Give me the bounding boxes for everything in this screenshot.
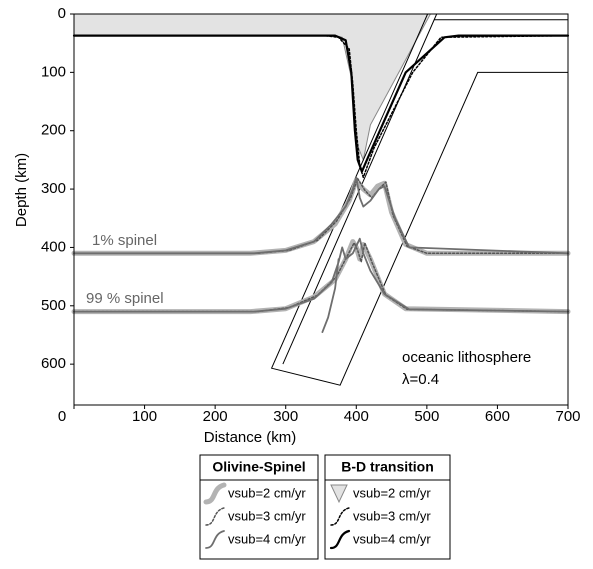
slab-outline <box>270 13 568 386</box>
legend-label: vsub=3 cm/yr <box>228 508 306 523</box>
contour-line <box>73 176 569 333</box>
x-tick-label: 0 <box>58 408 66 425</box>
x-tick-label: 700 <box>555 408 580 425</box>
x-tick-label: 200 <box>203 408 228 425</box>
legend-box <box>199 454 319 560</box>
legend-swatch <box>205 530 225 549</box>
annotation: 99 % spinel <box>86 290 164 307</box>
y-tick-label: 600 <box>41 355 66 372</box>
annotation: λ=0.4 <box>402 371 439 388</box>
legend-label: vsub=2 cm/yr <box>353 485 431 500</box>
legend-title: Olivine-Spinel <box>212 459 305 475</box>
y-tick-label: 100 <box>41 63 66 80</box>
contour-line <box>73 34 569 179</box>
x-tick-label: 600 <box>485 408 510 425</box>
legend-swatch <box>329 529 351 550</box>
legend-label: vsub=2 cm/yr <box>228 485 306 500</box>
legend-title: B-D transition <box>341 459 434 475</box>
y-tick-label: 500 <box>41 297 66 314</box>
legend-box <box>324 454 451 560</box>
x-tick-label: 400 <box>344 408 369 425</box>
x-axis-label: Distance (km) <box>204 429 297 446</box>
y-tick-label: 400 <box>41 238 66 255</box>
x-tick-label: 300 <box>273 408 298 425</box>
plot-frame <box>73 13 569 406</box>
y-tick-label: 300 <box>41 180 66 197</box>
legend-label: vsub=4 cm/yr <box>228 531 306 546</box>
y-axis-label: Depth (km) <box>13 153 30 227</box>
x-tick-label: 500 <box>414 408 439 425</box>
legend-swatch <box>203 482 227 505</box>
y-tick-label: 0 <box>58 5 66 22</box>
x-tick-label: 100 <box>132 408 157 425</box>
legend-label: vsub=3 cm/yr <box>353 508 431 523</box>
y-tick-label: 200 <box>41 122 66 139</box>
annotation: oceanic lithosphere <box>402 349 531 366</box>
legend-swatch <box>205 507 225 526</box>
legend-swatch <box>330 507 350 526</box>
legend-label: vsub=4 cm/yr <box>353 531 431 546</box>
annotation: 1% spinel <box>92 232 157 249</box>
contour-line <box>72 34 570 173</box>
legend-swatch <box>330 484 348 504</box>
